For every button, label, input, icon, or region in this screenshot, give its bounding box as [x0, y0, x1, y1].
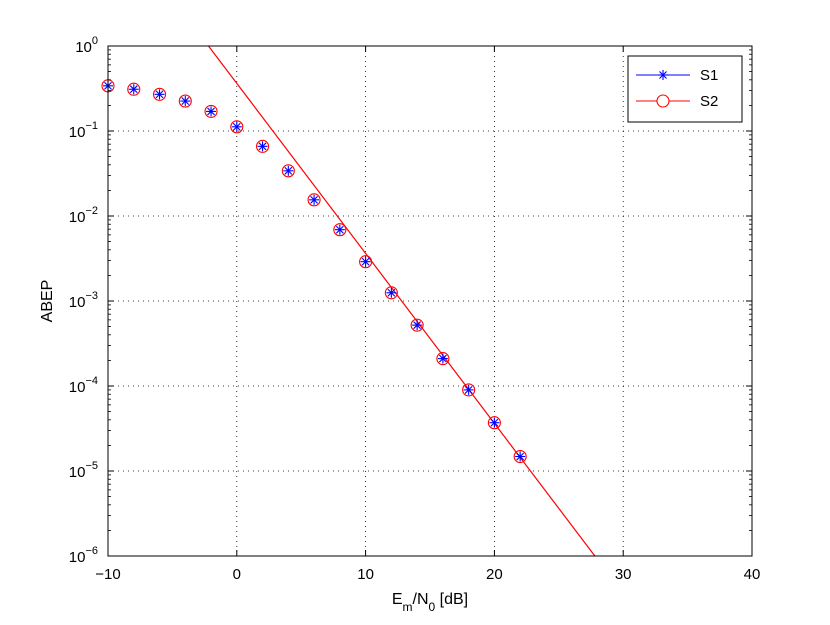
y-tick-label: 10−5: [69, 460, 98, 481]
point-S1-3: [180, 96, 191, 107]
point-S1-13: [437, 353, 448, 364]
point-S2-6: [256, 139, 270, 153]
legend-marker-S1: [658, 70, 668, 80]
point-S1-14: [463, 384, 474, 395]
x-label-e: E: [392, 591, 403, 608]
asterisk-stroke: [284, 166, 293, 175]
series-line-2: [207, 46, 596, 556]
point-S2-13: [436, 352, 450, 366]
point-S1-2: [154, 89, 165, 100]
x-tick-label: 10: [357, 566, 374, 583]
point-S1-7: [283, 165, 294, 176]
x-label-unit: [dB]: [435, 591, 468, 608]
y-tick-exponent: −6: [85, 545, 98, 557]
y-tick-exponent: −4: [85, 375, 98, 387]
asterisk-stroke: [387, 288, 396, 297]
asterisk-stroke: [207, 107, 215, 116]
point-S2-5: [230, 120, 244, 134]
plot-area: [108, 46, 752, 556]
point-S2-1: [127, 82, 141, 96]
point-S2-7: [281, 164, 295, 178]
y-tick-label: 100: [75, 35, 98, 56]
y-tick-label: 10−2: [69, 205, 98, 226]
point-S2-8: [307, 193, 321, 207]
point-S2-9: [333, 223, 347, 237]
asterisk-stroke: [659, 71, 667, 79]
x-tick-label: 30: [615, 566, 632, 583]
y-tick-base: 10: [69, 209, 86, 226]
point-S1-15: [489, 417, 500, 428]
asterisk-stroke: [464, 385, 473, 394]
asterisk-stroke: [181, 97, 190, 105]
point-S1-5: [231, 121, 242, 132]
y-axis-label: ABEP: [39, 280, 56, 323]
asterisk-stroke: [310, 195, 319, 204]
y-tick-base: 10: [69, 294, 86, 311]
x-tick-label: 40: [744, 566, 761, 583]
asterisk-stroke: [361, 257, 370, 266]
asterisk-stroke: [258, 142, 267, 151]
point-S2-14: [462, 383, 476, 397]
point-S2-3: [178, 94, 192, 108]
x-label-sub-0: 0: [429, 600, 436, 614]
y-tick-exponent: −2: [85, 205, 98, 217]
point-S1-10: [360, 256, 371, 267]
y-tick-exponent: −1: [85, 120, 98, 132]
y-tick-base: 10: [69, 124, 86, 141]
y-tick-label: 10−3: [69, 290, 98, 311]
y-tick-base: 10: [69, 464, 86, 481]
asterisk-stroke: [155, 90, 164, 99]
y-tick-exponent: −5: [85, 460, 98, 472]
asterisk-stroke: [490, 418, 499, 427]
asterisk-stroke: [232, 122, 241, 131]
legend-box: [627, 55, 743, 123]
y-tick-label: 10−4: [69, 375, 98, 396]
x-tick-label: 0: [233, 566, 241, 583]
point-S1-11: [386, 287, 397, 298]
asterisk-stroke: [413, 321, 422, 330]
y-tick-exponent: −3: [85, 290, 98, 302]
point-S1-9: [334, 224, 345, 235]
point-S1-16: [515, 451, 526, 462]
y-tick-base: 10: [69, 379, 86, 396]
point-S1-6: [257, 141, 268, 152]
x-axis-label: Em/N0 [dB]: [392, 591, 468, 614]
y-tick-label: 10−1: [69, 120, 98, 141]
y-tick-label: 10−6: [69, 545, 98, 566]
point-S2-2: [152, 87, 167, 101]
x-label-n: /N: [413, 591, 429, 608]
point-S1-1: [128, 84, 139, 95]
x-tick-label: 20: [486, 566, 503, 583]
y-tick-base: 10: [75, 39, 92, 56]
point-S2-11: [384, 286, 398, 300]
point-S2-15: [487, 416, 501, 430]
point-S1-4: [206, 106, 217, 117]
point-S2-10: [359, 255, 373, 269]
point-S1-12: [412, 320, 423, 331]
legend-label-S1: S1: [700, 67, 718, 84]
asterisk-stroke: [335, 225, 344, 234]
series-layer: [101, 46, 596, 556]
legend: S1 S2: [627, 55, 743, 123]
x-tick-label: −10: [95, 566, 120, 583]
y-tick-base: 10: [69, 549, 86, 566]
asterisk-stroke: [129, 85, 138, 94]
point-S2-12: [410, 318, 424, 332]
point-S2-16: [513, 449, 527, 464]
y-tick-exponent: 0: [92, 35, 98, 47]
x-label-sub-m: m: [403, 600, 413, 614]
asterisk-stroke: [438, 354, 447, 363]
point-S2-4: [204, 104, 218, 118]
legend-marker-S2: [656, 94, 670, 108]
legend-label-S2: S2: [700, 93, 718, 110]
asterisk-stroke: [516, 452, 525, 461]
point-S1-8: [309, 194, 320, 205]
